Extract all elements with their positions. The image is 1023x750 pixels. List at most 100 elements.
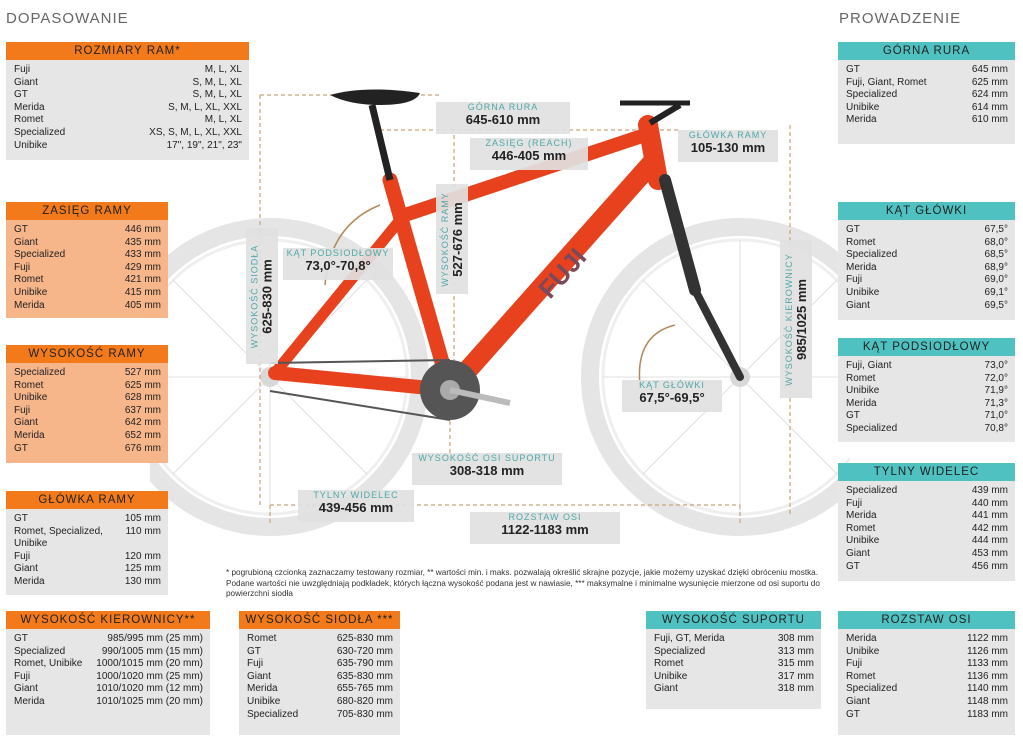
row-value: 421 mm	[124, 274, 161, 286]
diag-rama: WYSOKOŚĆ RAMY 527-676 mm	[436, 184, 468, 294]
row-name: Unibike	[846, 286, 880, 298]
table-title: WYSOKOŚĆ SIODŁA ***	[239, 611, 400, 629]
row-name: GT	[14, 442, 28, 454]
table-row: Fuji M, L, XL	[14, 64, 242, 77]
row-value: 68,0°	[984, 236, 1008, 248]
table-row: GT 645 mm	[846, 64, 1008, 77]
table-title: TYLNY WIDELEC	[838, 463, 1015, 481]
table-row: Specialized 624 mm	[846, 89, 1008, 102]
row-name: Specialized	[846, 683, 898, 695]
row-value: 69,0°	[984, 274, 1008, 286]
table-row: Merida 610 mm	[846, 114, 1008, 127]
table-row: Fuji, GT, Merida 308 mm	[654, 633, 814, 646]
row-name: Romet	[14, 114, 44, 126]
row-name: Specialized	[846, 249, 898, 261]
table-title: GÓRNA RURA	[838, 42, 1015, 60]
table-row: Merida 68,9°	[846, 262, 1008, 275]
row-value: 429 mm	[124, 261, 161, 273]
row-name: GT	[14, 513, 28, 524]
row-value: 1000/1015 mm (20 mm)	[96, 658, 203, 670]
row-value: 440 mm	[971, 497, 1008, 509]
row-value: 625 mm	[971, 76, 1008, 88]
table-title: ROZMIARY RAM*	[6, 42, 249, 60]
row-value: 985/995 mm (25 mm)	[107, 633, 203, 644]
row-name: Giant	[846, 695, 870, 707]
row-name: Unibike	[654, 670, 688, 682]
diag-kat-glowki: KĄT GŁÓWKI 67,5°-69,5°	[622, 380, 722, 412]
row-name: Unibike	[14, 392, 48, 404]
row-name: Merida	[846, 633, 877, 644]
row-value: 655-765 mm	[336, 683, 393, 695]
table-row: Giant 635-830 mm	[247, 671, 393, 684]
table-row: Giant 1148 mm	[846, 696, 1008, 709]
row-name: Merida	[846, 510, 877, 522]
row-value: 308 mm	[777, 633, 814, 644]
table-title: GŁÓWKA RAMY	[6, 491, 168, 509]
row-value: 68,9°	[984, 261, 1008, 273]
row-value: S, M, L, XL	[192, 89, 242, 101]
table-row: Giant S, M, L, XL	[14, 77, 242, 90]
diag-suport: WYSOKOŚĆ OSI SUPORTU 308-318 mm	[412, 453, 562, 485]
row-value: 625-830 mm	[336, 633, 393, 644]
table-row: Fuji 635-790 mm	[247, 658, 393, 671]
table-row: Specialized 433 mm	[14, 249, 161, 262]
row-value: M, L, XL	[204, 64, 242, 75]
row-value: 625 mm	[124, 379, 161, 391]
table-row: Unibike 444 mm	[846, 535, 1008, 548]
table-title: ROZSTAW OSI	[838, 611, 1015, 629]
diag-gorna-rura: GÓRNA RURA 645-610 mm	[436, 102, 570, 134]
row-name: Giant	[14, 417, 38, 429]
table-row: Romet 315 mm	[654, 658, 814, 671]
table-row: Romet M, L, XL	[14, 114, 242, 127]
row-name: Giant	[846, 299, 870, 311]
row-name: Romet	[14, 274, 44, 286]
row-value: 125 mm	[124, 563, 161, 575]
table-row: Fuji 429 mm	[14, 262, 161, 275]
table-row: GT 71,0°	[846, 410, 1008, 423]
row-name: Specialized	[654, 645, 706, 657]
row-value: 614 mm	[971, 101, 1008, 113]
row-value: 433 mm	[124, 249, 161, 261]
row-value: 68,5°	[984, 249, 1008, 261]
table-row: Romet, Unibike 1000/1015 mm (20 mm)	[14, 658, 203, 671]
table-rozstaw-osi: ROZSTAW OSI Merida 1122 mm Unibike 1126 mm F…	[838, 611, 1015, 735]
table-title: WYSOKOŚĆ SUPORTU	[646, 611, 821, 629]
row-value: 71,3°	[984, 397, 1008, 409]
table-row: Unibike 614 mm	[846, 102, 1008, 115]
row-name: Specialized	[14, 126, 66, 138]
table-row: Romet 625 mm	[14, 380, 161, 393]
table-row: GT 985/995 mm (25 mm)	[14, 633, 203, 646]
table-tylny-widelec: TYLNY WIDELEC Specialized 439 mm Fuji 440 m…	[838, 463, 1015, 581]
row-name: GT	[846, 224, 860, 235]
table-row: Unibike 680-820 mm	[247, 696, 393, 709]
table-row: GT 676 mm	[14, 443, 161, 456]
row-value: 415 mm	[124, 286, 161, 298]
right-section-title: PROWADZENIE	[839, 10, 962, 27]
diag-tylny: TYLNY WIDELEC 439-456 mm	[298, 490, 414, 522]
row-name: Giant	[654, 683, 678, 695]
row-value: M, L, XL	[204, 114, 242, 126]
table-row: Merida S, M, L, XL, XXL	[14, 102, 242, 115]
row-name: Giant	[14, 236, 38, 248]
row-value: 624 mm	[971, 89, 1008, 101]
row-value: 628 mm	[124, 392, 161, 404]
table-row: Unibike 628 mm	[14, 392, 161, 405]
chain	[269, 359, 451, 421]
row-value: 441 mm	[971, 510, 1008, 522]
row-name: Merida	[14, 429, 45, 441]
table-kat-glowki: KĄT GŁÓWKI GT 67,5° Romet 68,0° Specialized 6…	[838, 202, 1015, 320]
table-row: Fuji, Giant 73,0°	[846, 360, 1008, 373]
row-value: S, M, L, XL, XXL	[168, 101, 242, 113]
row-value: 635-790 mm	[336, 658, 393, 670]
row-value: 1010/1025 mm (20 mm)	[96, 695, 203, 707]
diag-glowka: GŁÓWKA RAMY 105-130 mm	[678, 130, 778, 162]
row-name: Specialized	[846, 422, 898, 434]
row-value: 67,5°	[984, 224, 1008, 235]
table-row: Specialized 705-830 mm	[247, 709, 393, 722]
table-glowka-ramy: GŁÓWKA RAMY GT 105 mm Romet, Specialized, …	[6, 491, 168, 595]
row-name: Romet	[654, 658, 684, 670]
row-name: GT	[14, 89, 28, 101]
table-row: Unibike 1126 mm	[846, 646, 1008, 659]
row-name: Merida	[846, 114, 877, 126]
crank-arm	[449, 387, 511, 406]
